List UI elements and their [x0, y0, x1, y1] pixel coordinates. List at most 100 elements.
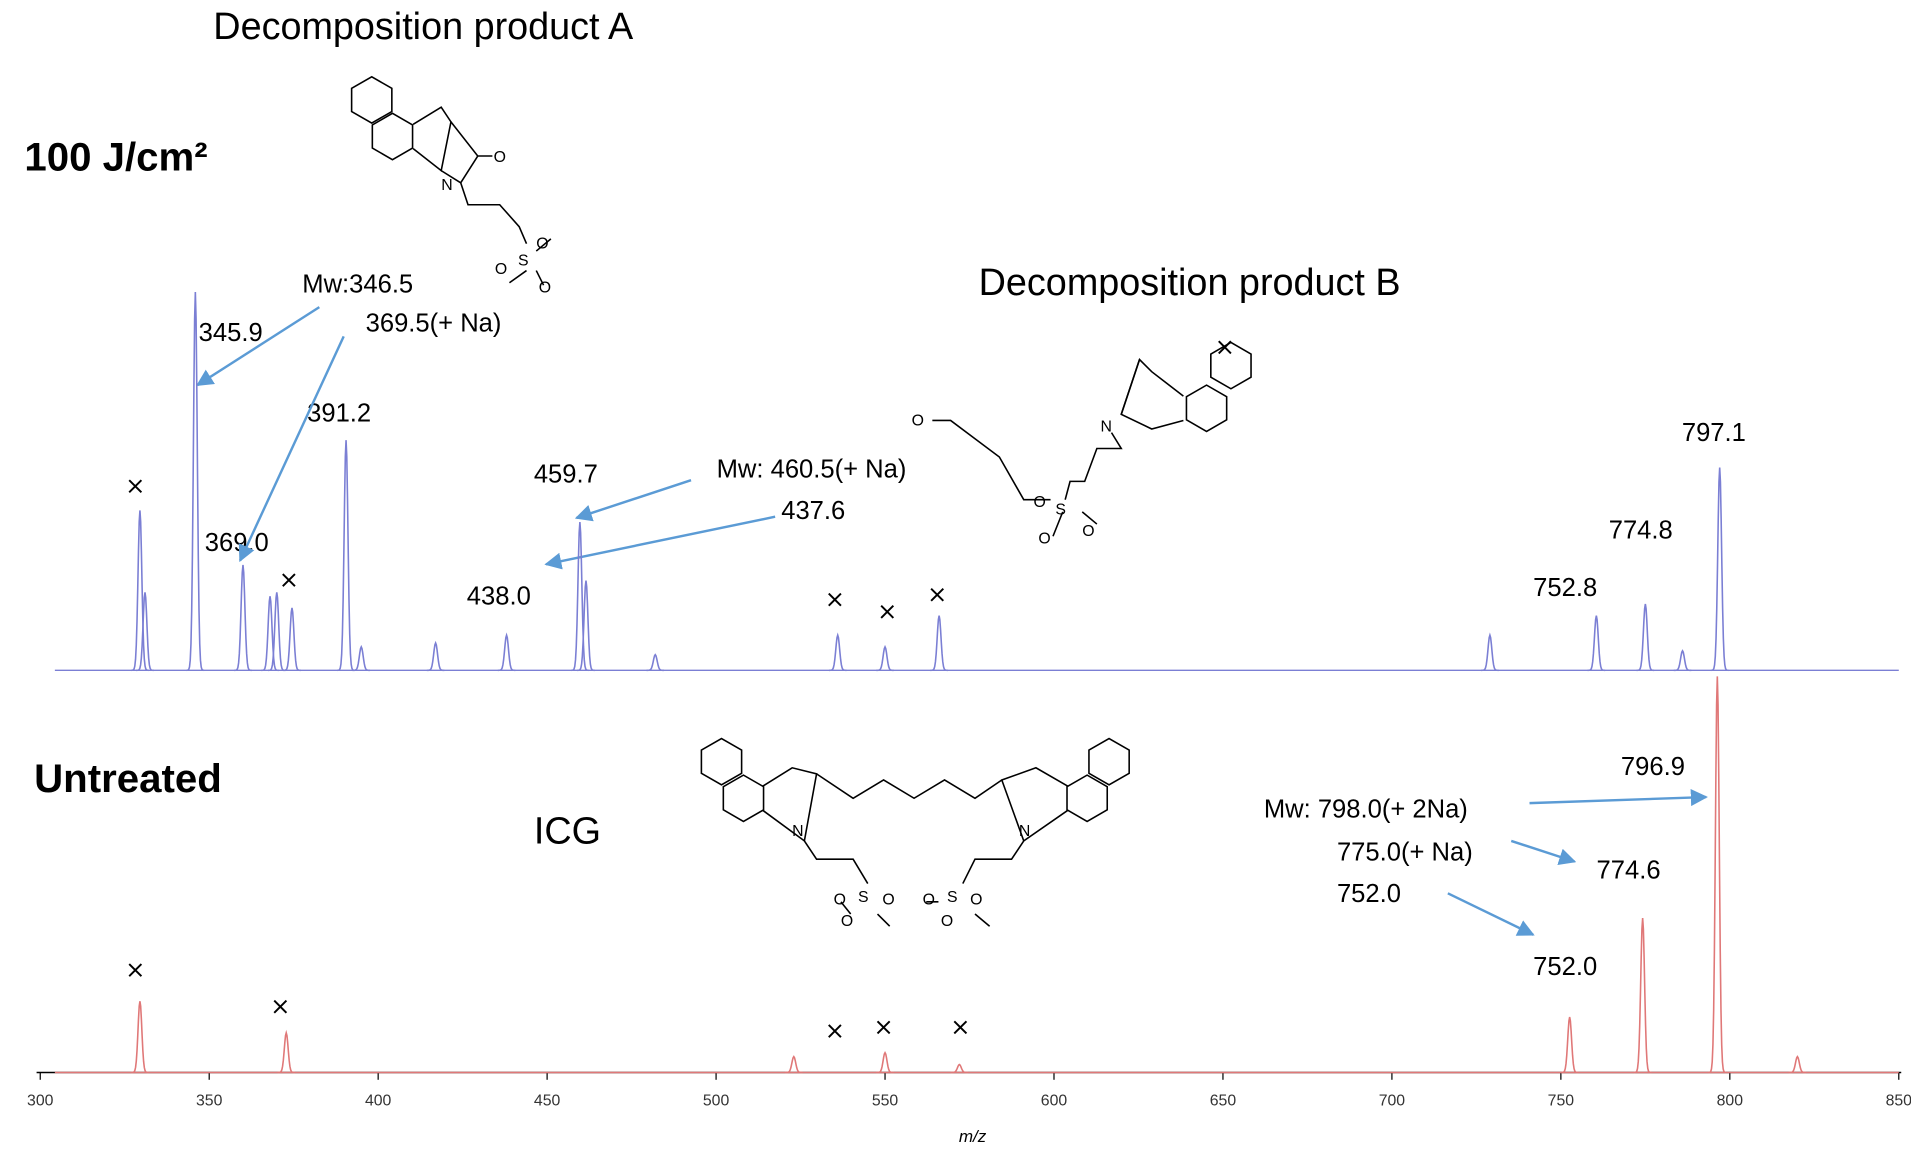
annotation: Decomposition product A — [213, 6, 634, 48]
annotations: Decomposition product A 100 J/cm² Mw:346… — [24, 6, 1745, 981]
x-tick-label: 800 — [1717, 1092, 1744, 1109]
cross-mark — [273, 999, 288, 1014]
atom: O — [923, 891, 935, 908]
peak — [646, 653, 665, 672]
annotation: 774.8 — [1609, 517, 1673, 545]
ring — [412, 106, 452, 173]
peak — [283, 607, 301, 672]
annotation: 345.9 — [199, 319, 263, 347]
atom: O — [1082, 523, 1094, 540]
x-tick-label: 600 — [1041, 1092, 1068, 1109]
atom: S — [858, 889, 869, 906]
peak — [186, 291, 205, 672]
atom: O — [1038, 531, 1050, 548]
peak — [277, 1029, 296, 1074]
atom: O — [494, 149, 506, 166]
annotation: 459.7 — [534, 461, 598, 489]
crosses — [128, 340, 1232, 1038]
atom: S — [1055, 501, 1066, 518]
peak — [131, 510, 149, 672]
ring — [722, 774, 765, 823]
arrow — [574, 479, 692, 522]
x-tick-label: 300 — [27, 1092, 54, 1109]
atom: N — [1101, 418, 1112, 435]
arrow — [1529, 789, 1708, 807]
atom: O — [912, 412, 924, 429]
atom: N — [441, 177, 452, 194]
atom: O — [941, 913, 953, 930]
arrow — [544, 515, 776, 570]
cross-mark — [930, 587, 945, 602]
panel-label: 100 J/cm² — [24, 135, 207, 180]
arrows — [196, 306, 1708, 936]
peak — [950, 1063, 969, 1074]
annotation: 752.0 — [1533, 953, 1597, 981]
atom: N — [792, 823, 803, 840]
annotation: 796.9 — [1621, 753, 1685, 781]
annotation: 369.5(+ Na) — [366, 309, 502, 337]
annotation: Mw: 460.5(+ Na) — [717, 456, 907, 484]
x-tick-label: 350 — [196, 1092, 223, 1109]
x-tick-label: 700 — [1379, 1092, 1406, 1109]
peak — [136, 592, 154, 672]
peak — [1481, 632, 1499, 672]
annotation: Mw: 798.0(+ 2Na) — [1264, 796, 1468, 824]
cross-mark — [828, 1024, 842, 1038]
ring — [700, 737, 743, 786]
atom: O — [841, 913, 853, 930]
atom: S — [947, 889, 958, 906]
cross-mark — [128, 479, 143, 494]
annotation: 774.6 — [1597, 857, 1661, 885]
peak — [1708, 676, 1727, 1074]
peak — [426, 640, 445, 672]
ring — [1066, 774, 1109, 823]
peak — [337, 440, 355, 672]
atom: O — [882, 891, 894, 908]
peak — [234, 564, 252, 672]
peak — [876, 1050, 894, 1074]
bonds — [440, 121, 552, 286]
cross-mark — [828, 592, 842, 607]
annotation: 369.0 — [205, 529, 269, 557]
atom: O — [536, 236, 548, 253]
peak — [1560, 1016, 1579, 1074]
x-tick-label: 850 — [1886, 1092, 1911, 1109]
arrow — [196, 306, 320, 387]
annotation: 437.6 — [781, 497, 845, 525]
cross-mark — [953, 1020, 968, 1035]
annotation: 752.8 — [1533, 574, 1597, 602]
cross-mark — [282, 573, 296, 587]
structures: O N O S O O O N O S O O N N S S O O O O … — [350, 75, 1252, 930]
ring — [371, 112, 414, 161]
x-tick-label: 650 — [1210, 1092, 1237, 1109]
x-tick-label: 400 — [365, 1092, 392, 1109]
atom: N — [1019, 823, 1030, 840]
ring — [1185, 384, 1228, 433]
arrow — [1510, 839, 1577, 865]
x-tick-label: 450 — [534, 1092, 561, 1109]
annotation: 752.0 — [1337, 880, 1401, 908]
annotation: 391.2 — [307, 400, 371, 428]
annotation: 797.1 — [1682, 419, 1746, 447]
peak — [1587, 615, 1606, 672]
annotation: Mw:346.5 — [302, 270, 413, 298]
peak — [497, 632, 516, 672]
peak — [828, 632, 847, 672]
peak — [930, 615, 948, 672]
atom: S — [518, 253, 529, 270]
peak — [1710, 467, 1729, 672]
cross-mark — [128, 963, 143, 977]
cross-mark — [880, 605, 895, 619]
x-axis-label: m/z — [959, 1127, 987, 1146]
x-tick-label: 750 — [1548, 1092, 1575, 1109]
x-tick-label: 550 — [872, 1092, 899, 1109]
ring — [1120, 358, 1184, 430]
ring — [1000, 766, 1069, 843]
panel-label: Untreated — [34, 756, 222, 801]
peak — [267, 592, 286, 672]
atom: O — [1033, 494, 1045, 511]
atom: O — [834, 891, 846, 908]
atom: O — [539, 279, 551, 296]
arrow — [238, 335, 345, 563]
